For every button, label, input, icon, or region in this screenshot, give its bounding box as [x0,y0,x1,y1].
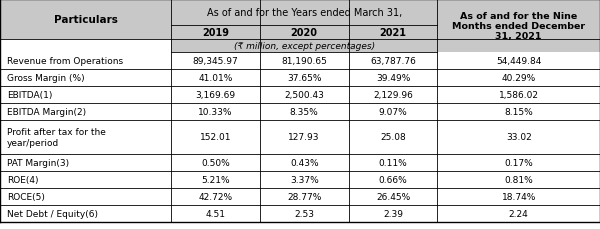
Text: 10.33%: 10.33% [198,107,233,116]
Text: 89,345.97: 89,345.97 [193,57,238,65]
Text: 0.11%: 0.11% [379,158,407,167]
Bar [0,0,171,40]
Text: EBITDA Margin(2): EBITDA Margin(2) [7,107,86,116]
Text: 54,449.84: 54,449.84 [496,57,541,65]
Text: Gross Margin (%): Gross Margin (%) [7,74,85,82]
Bar [0,104,600,120]
Bar [171,0,437,25]
Text: 40.29%: 40.29% [502,74,536,82]
Text: 2.53: 2.53 [294,209,314,218]
Text: 81,190.65: 81,190.65 [281,57,327,65]
Bar [0,70,600,87]
Text: Net Debt / Equity(6): Net Debt / Equity(6) [7,209,98,218]
Text: 39.49%: 39.49% [376,74,410,82]
Text: 2020: 2020 [290,28,318,38]
Text: 18.74%: 18.74% [502,192,536,201]
Bar [171,25,437,40]
Text: 26.45%: 26.45% [376,192,410,201]
Text: 2,129.96: 2,129.96 [373,90,413,99]
Bar [0,53,600,70]
Text: ROE(4): ROE(4) [7,175,39,184]
Text: 2,500.43: 2,500.43 [284,90,324,99]
Text: 127.93: 127.93 [289,133,320,142]
Text: 0.17%: 0.17% [505,158,533,167]
Text: 3.37%: 3.37% [290,175,319,184]
Text: 28.77%: 28.77% [287,192,322,201]
Bar [0,171,600,188]
Text: As of and for the Years ended March 31,: As of and for the Years ended March 31, [206,8,402,18]
Text: 5.21%: 5.21% [201,175,230,184]
Bar [437,0,600,53]
Text: (₹ million, except percentages): (₹ million, except percentages) [233,42,375,51]
Bar [0,120,600,154]
Text: Revenue from Operations: Revenue from Operations [7,57,124,65]
Text: ROCE(5): ROCE(5) [7,192,45,201]
Text: 9.07%: 9.07% [379,107,407,116]
Text: 42.72%: 42.72% [199,192,232,201]
Text: Profit after tax for the
year/period: Profit after tax for the year/period [7,128,106,147]
Text: 2.24: 2.24 [509,209,529,218]
Text: 8.35%: 8.35% [290,107,319,116]
Text: 0.50%: 0.50% [201,158,230,167]
Text: 37.65%: 37.65% [287,74,322,82]
Text: 0.66%: 0.66% [379,175,407,184]
Bar [0,154,600,171]
Text: As of and for the Nine
Months ended December
31, 2021: As of and for the Nine Months ended Dece… [452,11,585,41]
Text: 8.15%: 8.15% [505,107,533,116]
Text: Particulars: Particulars [53,15,118,25]
Text: 41.01%: 41.01% [198,74,233,82]
Text: 2021: 2021 [380,28,407,38]
Text: 33.02: 33.02 [506,133,532,142]
Text: 2019: 2019 [202,28,229,38]
Text: PAT Margin(3): PAT Margin(3) [7,158,70,167]
Text: EBITDA(1): EBITDA(1) [7,90,53,99]
Bar [0,188,600,205]
Text: 2.39: 2.39 [383,209,403,218]
Text: 63,787.76: 63,787.76 [370,57,416,65]
Text: 152.01: 152.01 [200,133,231,142]
Text: 1,586.02: 1,586.02 [499,90,539,99]
Text: 0.81%: 0.81% [505,175,533,184]
Text: 3,169.69: 3,169.69 [196,90,235,99]
Bar [171,40,437,53]
Text: 25.08: 25.08 [380,133,406,142]
Text: 4.51: 4.51 [205,209,226,218]
Bar [0,205,600,222]
Text: 0.43%: 0.43% [290,158,319,167]
Bar [0,87,600,104]
